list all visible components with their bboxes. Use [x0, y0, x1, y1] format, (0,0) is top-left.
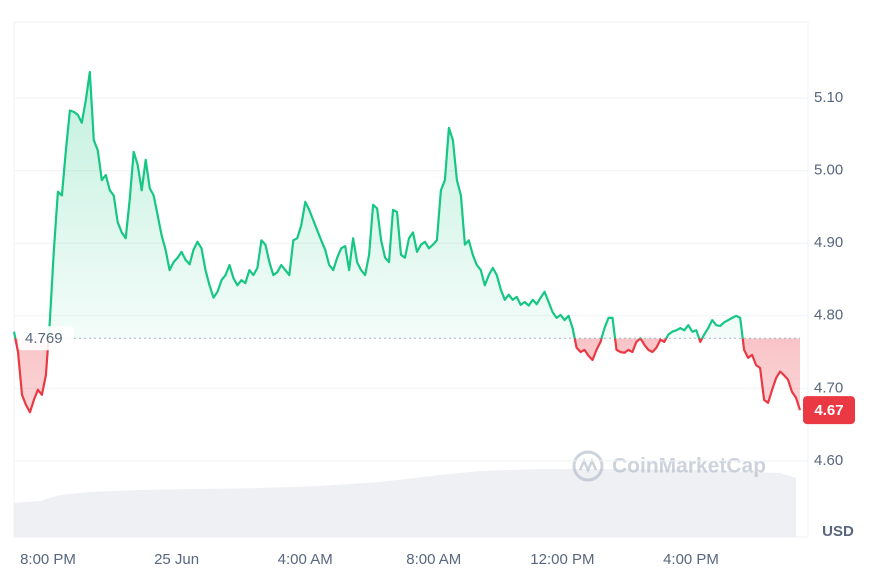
y-tick-label: 4.70 [814, 379, 843, 396]
currency-label: USD [822, 523, 854, 540]
x-tick-label: 8:00 AM [406, 551, 461, 568]
x-tick-label: 4:00 PM [663, 551, 719, 568]
price-area [14, 72, 800, 413]
baseline-label-bg [18, 326, 74, 351]
last-price-tag [803, 396, 855, 425]
y-tick-label: 4.60 [814, 452, 843, 469]
baseline-label: 4.769 [25, 330, 63, 347]
x-tick-label: 25 Jun [154, 551, 199, 568]
x-tick-label: 4:00 AM [278, 551, 333, 568]
last-price-label: 4.67 [814, 402, 843, 419]
y-tick-label: 5.10 [814, 89, 843, 106]
volume-area [14, 469, 796, 537]
y-tick-label: 4.80 [814, 307, 843, 324]
price-line [12, 70, 802, 414]
watermark: CoinMarketCap [572, 450, 766, 482]
y-tick-label: 5.00 [814, 162, 843, 179]
x-tick-label: 8:00 PM [20, 551, 76, 568]
y-tick-label: 4.90 [814, 234, 843, 251]
watermark-text: CoinMarketCap [612, 455, 766, 478]
x-tick-label: 12:00 PM [530, 551, 594, 568]
